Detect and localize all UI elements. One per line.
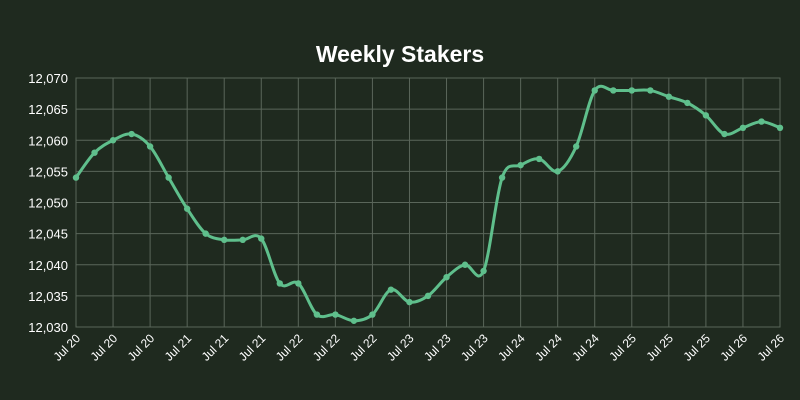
data-point <box>369 311 376 318</box>
data-point <box>295 280 302 287</box>
data-point <box>183 205 191 212</box>
data-point <box>702 112 710 119</box>
y-tick-label: 12,040 <box>28 258 68 273</box>
data-point <box>776 124 784 131</box>
x-tick-label: Jul 20 <box>51 331 84 364</box>
data-point <box>424 292 432 300</box>
x-tick-label: Jul 23 <box>458 331 491 364</box>
data-point <box>535 155 543 163</box>
x-tick-label: Jul 21 <box>236 331 269 364</box>
y-tick-label: 12,045 <box>28 227 68 242</box>
x-tick-label: Jul 25 <box>680 331 713 364</box>
y-tick-label: 12,060 <box>28 133 68 148</box>
x-tick-label: Jul 26 <box>718 331 751 364</box>
data-point <box>443 274 450 281</box>
x-tick-label: Jul 23 <box>384 331 417 364</box>
x-tick-label: Jul 26 <box>755 331 788 364</box>
data-point <box>610 87 617 94</box>
x-axis-ticks: Jul 20 Jul 20 Jul 20 Jul 21 Jul 21 Jul 21 Jul … <box>51 331 788 364</box>
x-tick-label: Jul 20 <box>88 331 121 364</box>
x-tick-label: Jul 22 <box>310 331 343 364</box>
chart-title: Weekly Stakers <box>316 41 484 67</box>
data-point <box>239 236 246 244</box>
x-tick-label: Jul 25 <box>643 331 676 364</box>
data-point <box>350 317 358 324</box>
data-point <box>739 124 747 131</box>
data-point <box>721 130 728 138</box>
data-point <box>480 267 487 275</box>
x-tick-label: Jul 22 <box>273 331 306 364</box>
y-axis-ticks: 12,030 12,035 12,040 12,045 12,050 12,055 12,0… <box>28 71 68 335</box>
x-tick-label: Jul 20 <box>125 331 158 364</box>
data-point <box>109 137 117 144</box>
data-point <box>91 149 98 156</box>
data-point <box>517 161 524 169</box>
series-points <box>72 87 784 324</box>
x-tick-label: Jul 22 <box>347 331 380 364</box>
data-point <box>258 235 265 242</box>
data-point <box>202 230 209 237</box>
data-point <box>72 174 80 181</box>
data-point <box>276 280 283 287</box>
data-point <box>554 168 561 175</box>
y-tick-label: 12,070 <box>28 71 68 86</box>
data-point <box>684 99 691 107</box>
data-point <box>665 93 673 100</box>
y-tick-label: 12,035 <box>28 289 68 304</box>
grid <box>75 77 781 328</box>
data-point <box>628 87 635 94</box>
x-tick-label: Jul 25 <box>606 331 639 364</box>
x-tick-label: Jul 24 <box>569 331 602 364</box>
data-point <box>758 118 765 125</box>
plot-frame <box>75 77 781 328</box>
data-point <box>332 311 339 318</box>
x-tick-label: Jul 21 <box>199 331 232 364</box>
data-point <box>573 143 580 150</box>
data-point <box>461 261 469 268</box>
data-point <box>165 174 172 181</box>
data-point <box>498 174 506 181</box>
data-point <box>591 87 598 94</box>
data-point <box>387 286 395 293</box>
data-point <box>313 311 321 318</box>
y-tick-label: 12,055 <box>28 164 68 179</box>
data-point <box>128 130 135 138</box>
x-tick-label: Jul 24 <box>495 331 528 364</box>
y-tick-label: 12,030 <box>28 320 68 335</box>
x-tick-label: Jul 21 <box>162 331 195 364</box>
data-point <box>221 236 228 244</box>
data-point <box>406 298 413 306</box>
data-point <box>146 143 154 150</box>
y-tick-label: 12,050 <box>28 196 68 211</box>
y-tick-label: 12,065 <box>28 102 68 117</box>
series-line <box>74 84 782 323</box>
x-tick-label: Jul 23 <box>421 331 454 364</box>
data-point <box>647 87 654 94</box>
x-tick-label: Jul 24 <box>532 331 565 364</box>
